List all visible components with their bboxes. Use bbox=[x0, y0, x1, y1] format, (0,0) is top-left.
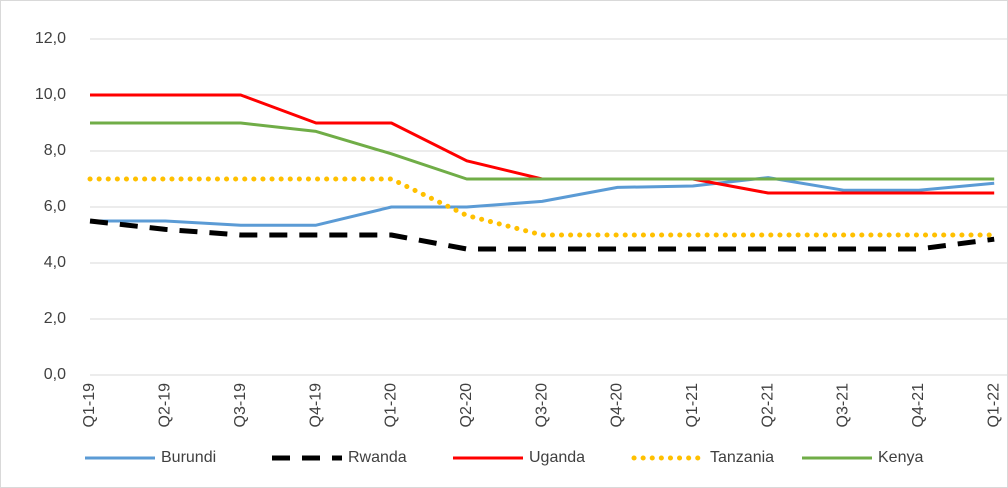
x-tick-label: Q4-19 bbox=[307, 383, 324, 428]
series-line bbox=[87, 176, 997, 238]
x-tick-label: Q3-20 bbox=[533, 383, 550, 428]
x-tick-label: Q3-19 bbox=[232, 383, 249, 428]
x-tick-label: Q1-21 bbox=[684, 383, 701, 428]
x-tick-label: Q1-19 bbox=[81, 383, 98, 428]
y-tick-label: 10,0 bbox=[35, 86, 66, 103]
x-tick-label: Q3-21 bbox=[835, 383, 852, 428]
legend-label: Burundi bbox=[161, 449, 216, 466]
x-tick-label: Q4-20 bbox=[609, 383, 626, 428]
x-tick-label: Q2-20 bbox=[458, 383, 475, 428]
y-tick-label: 8,0 bbox=[44, 142, 66, 159]
legend-label: Tanzania bbox=[710, 449, 774, 466]
legend-label: Uganda bbox=[529, 449, 585, 466]
x-tick-label: Q4-21 bbox=[910, 383, 927, 428]
series-line bbox=[90, 176, 995, 227]
x-tick-label: Q1-20 bbox=[383, 383, 400, 428]
y-tick-label: 2,0 bbox=[44, 310, 66, 327]
legend-label: Rwanda bbox=[348, 449, 407, 466]
legend-label: Kenya bbox=[878, 449, 923, 466]
x-tick-label: Q2-21 bbox=[759, 383, 776, 428]
series-line bbox=[89, 218, 995, 252]
y-tick-label: 0,0 bbox=[44, 366, 66, 383]
x-tick-label: Q1-22 bbox=[985, 383, 1002, 428]
y-tick-label: 6,0 bbox=[44, 198, 66, 215]
series-line bbox=[90, 121, 995, 181]
y-tick-label: 12,0 bbox=[35, 30, 66, 47]
x-tick-label: Q2-19 bbox=[157, 383, 174, 428]
y-tick-label: 4,0 bbox=[44, 254, 66, 271]
